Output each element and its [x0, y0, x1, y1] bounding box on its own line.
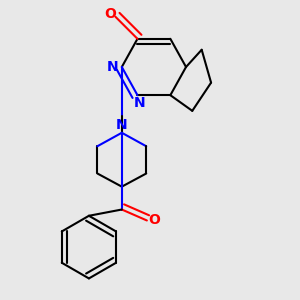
- Text: N: N: [107, 60, 119, 74]
- Text: O: O: [148, 214, 160, 227]
- Text: N: N: [116, 118, 128, 132]
- Text: O: O: [104, 7, 116, 21]
- Text: N: N: [134, 96, 146, 110]
